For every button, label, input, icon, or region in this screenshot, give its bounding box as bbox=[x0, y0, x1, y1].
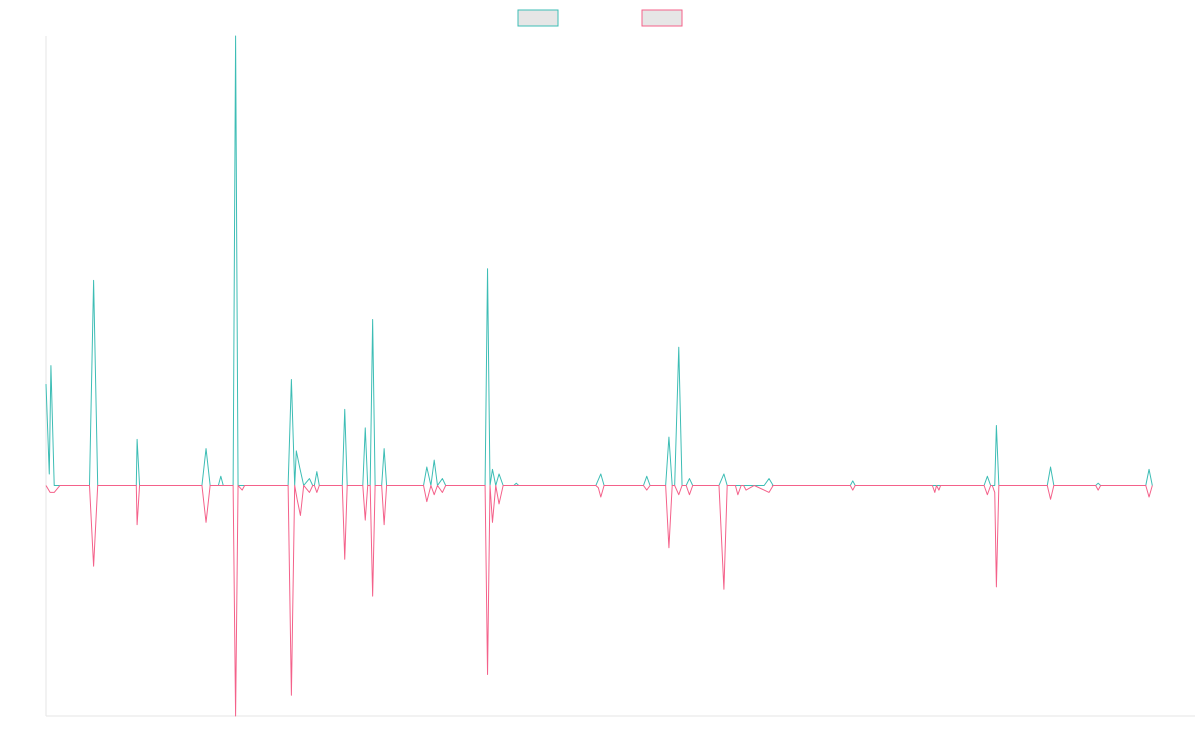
axes bbox=[45, 36, 1195, 717]
legend-swatch-series-1[interactable] bbox=[517, 9, 559, 27]
series-line-2 bbox=[45, 484, 1153, 717]
legend bbox=[517, 9, 683, 27]
series-group bbox=[45, 35, 1153, 717]
legend-swatch-series-2[interactable] bbox=[641, 9, 683, 27]
series-line-1 bbox=[45, 35, 1153, 486]
